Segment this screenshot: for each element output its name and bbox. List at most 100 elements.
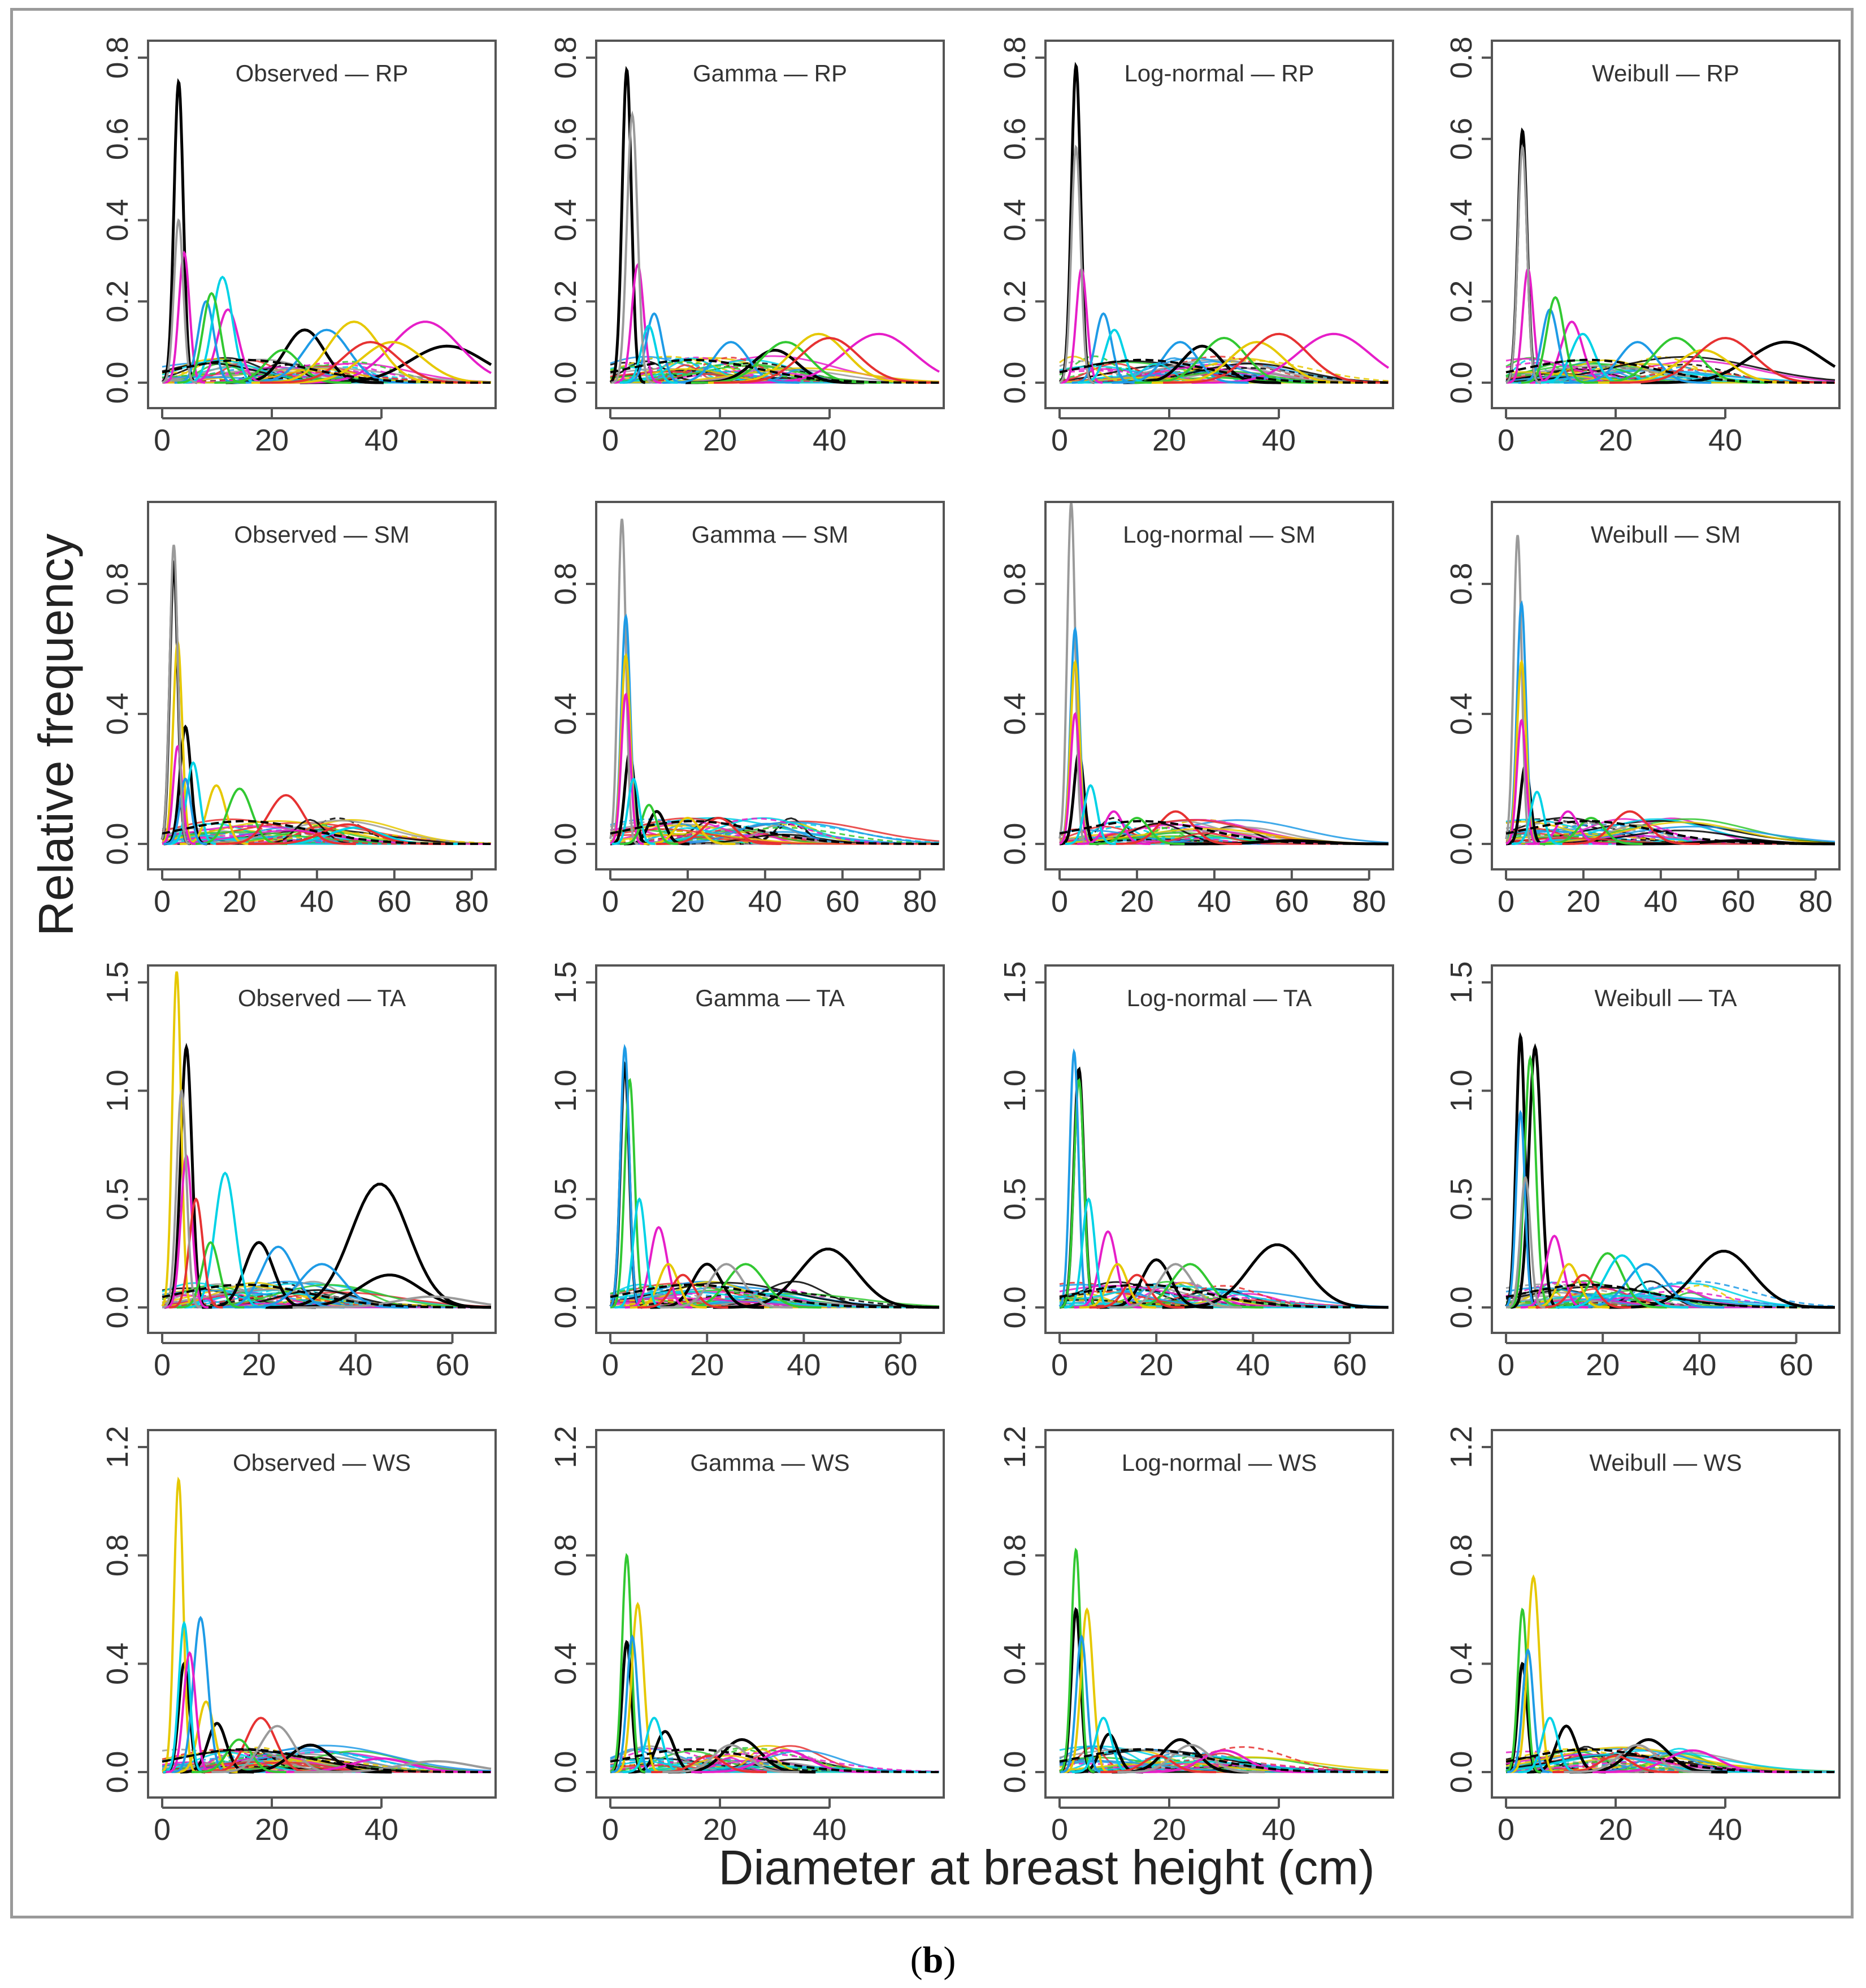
y-tick-label: 0.2 bbox=[998, 280, 1032, 323]
series-cyan-peak bbox=[615, 1197, 664, 1309]
y-tick-label: 0.8 bbox=[101, 562, 134, 605]
background-curve bbox=[162, 833, 491, 845]
x-tick-label: 40 bbox=[1197, 885, 1231, 919]
series-deepskyblue-peak bbox=[1060, 1634, 1103, 1773]
panel-border bbox=[1491, 964, 1841, 1334]
caption-close: ) bbox=[943, 1939, 956, 1981]
series-deepskyblue-peak bbox=[1071, 312, 1135, 384]
x-tick-label: 0 bbox=[602, 885, 619, 919]
x-tick-label: 40 bbox=[1236, 1348, 1270, 1382]
x-tick-label: 40 bbox=[748, 885, 782, 919]
x-tick-label: 60 bbox=[1721, 885, 1755, 919]
series-gray-peak bbox=[1505, 535, 1534, 845]
plot-area bbox=[610, 1553, 940, 1774]
plot-area bbox=[162, 1476, 492, 1774]
dashed-reference-curve bbox=[610, 1283, 939, 1309]
y-tick-label: 0.0 bbox=[998, 822, 1032, 865]
x-axis-label: Diameter at breast height (cm) bbox=[718, 1840, 1375, 1895]
y-tick-label: 0.8 bbox=[1444, 1534, 1478, 1576]
y-tick-label: 0.8 bbox=[1444, 36, 1478, 79]
x-tick-label: 20 bbox=[671, 885, 705, 919]
y-tick-label: 0.6 bbox=[101, 118, 134, 160]
x-tick-label: 0 bbox=[1051, 885, 1068, 919]
series-green-peak bbox=[192, 1738, 287, 1773]
y-tick-label: 0.2 bbox=[549, 280, 583, 323]
dashed-reference-curve bbox=[1505, 358, 1835, 384]
series-deepskyblue-peak bbox=[611, 1634, 653, 1773]
panel-weibull-ws: Weibull — WS 0 20 40 0.0 0.4 0.8 1.2 bbox=[1444, 1426, 1841, 1847]
panel-weibull-sm: Weibull — SM 0 20 40 60 80 0.0 0.4 0.8 bbox=[1444, 501, 1841, 919]
y-tick-label: 0.4 bbox=[549, 199, 583, 241]
y-tick-label: 0.8 bbox=[998, 36, 1032, 79]
x-tick-label: 0 bbox=[1051, 1348, 1068, 1382]
plot-area bbox=[1505, 535, 1835, 846]
y-tick-label: 0.0 bbox=[101, 1286, 134, 1328]
series-gray-peak bbox=[161, 544, 190, 845]
x-tick-label: 40 bbox=[1708, 1813, 1742, 1847]
dashed-reference-curve bbox=[1505, 820, 1835, 845]
background-curve bbox=[610, 1752, 940, 1773]
plot-area bbox=[609, 518, 940, 846]
y-tick-label: 0.6 bbox=[1444, 118, 1478, 160]
y-tick-label: 1.0 bbox=[101, 1069, 134, 1112]
y-tick-label: 0.0 bbox=[101, 361, 134, 404]
series-magenta-peak bbox=[614, 263, 662, 384]
panel-border bbox=[595, 1429, 945, 1799]
plot-area bbox=[1505, 1032, 1835, 1309]
series-gold-peak bbox=[1063, 1607, 1111, 1773]
y-tick-label: 0.4 bbox=[101, 1643, 134, 1685]
series-green-peak bbox=[1583, 336, 1768, 384]
y-tick-label: 0.4 bbox=[1444, 692, 1478, 735]
series-red-peak bbox=[260, 341, 481, 384]
y-tick-label: 1.5 bbox=[1444, 961, 1478, 1003]
y-tick-label: 0.8 bbox=[549, 562, 583, 605]
x-tick-label: 20 bbox=[703, 1813, 737, 1847]
plot-area bbox=[1058, 1048, 1389, 1309]
series-gold-peak bbox=[640, 816, 736, 845]
y-tick-label: 0.8 bbox=[549, 36, 583, 79]
series-magenta-peak bbox=[1134, 1749, 1314, 1773]
x-tick-label: 40 bbox=[1644, 885, 1678, 919]
x-tick-label: 40 bbox=[1708, 423, 1742, 457]
series-green-peak bbox=[610, 1553, 645, 1773]
series-gray-peak bbox=[660, 1263, 793, 1309]
y-tick-label: 0.0 bbox=[1444, 1751, 1478, 1793]
series-gray-peak bbox=[162, 1089, 202, 1309]
panel-border bbox=[595, 964, 945, 1334]
series-cyan-peak bbox=[163, 1621, 205, 1773]
series-black-peak bbox=[609, 66, 645, 384]
panel-title: Gamma — WS bbox=[690, 1449, 849, 1476]
series-green-peak bbox=[192, 787, 288, 845]
panel-observed-sm: Observed — SM 0 20 40 60 80 0.0 0.4 0.8 bbox=[101, 501, 497, 919]
series-deepskyblue-peak bbox=[1058, 1048, 1092, 1309]
series-cyan-peak bbox=[1064, 1197, 1113, 1309]
series-black-peak bbox=[1510, 1043, 1560, 1309]
series-black-peak bbox=[1099, 1258, 1213, 1309]
x-tick-label: 60 bbox=[1275, 885, 1309, 919]
series-green-peak bbox=[620, 803, 678, 845]
figure-frame bbox=[10, 8, 1854, 1918]
panel-title: Log-normal — WS bbox=[1122, 1449, 1317, 1476]
panel-title: Observed — RP bbox=[236, 60, 409, 86]
background-curve bbox=[610, 1284, 939, 1309]
panel-border bbox=[147, 501, 497, 870]
x-tick-label: 60 bbox=[377, 885, 411, 919]
x-tick-label: 20 bbox=[223, 885, 257, 919]
series-black-peak bbox=[1641, 340, 1836, 384]
panel-title: Log-normal — RP bbox=[1124, 60, 1314, 86]
background-curve bbox=[162, 362, 491, 384]
panel-title: Weibull — SM bbox=[1591, 521, 1741, 548]
x-tick-label: 0 bbox=[154, 423, 171, 457]
caption-open: ( bbox=[910, 1939, 923, 1981]
plot-area bbox=[1059, 1547, 1389, 1774]
y-tick-label: 0.0 bbox=[998, 1286, 1032, 1328]
series-cyan-peak bbox=[1511, 790, 1563, 845]
series-deepskyblue-peak bbox=[609, 1043, 643, 1309]
series-gray-peak bbox=[611, 110, 654, 384]
panel-border bbox=[1044, 964, 1394, 1334]
x-tick-label: 0 bbox=[602, 423, 619, 457]
dashed-reference-curve bbox=[1059, 1748, 1388, 1773]
background-curve bbox=[610, 826, 940, 845]
panel-border bbox=[1491, 1429, 1841, 1799]
x-tick-label: 40 bbox=[1262, 1813, 1296, 1847]
